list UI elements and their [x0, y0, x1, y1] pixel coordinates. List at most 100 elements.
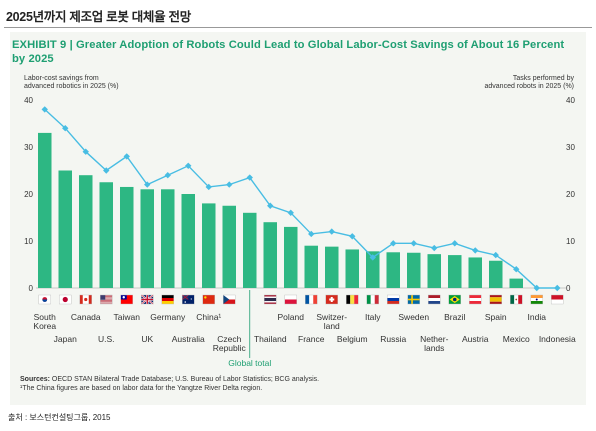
bar	[489, 260, 503, 288]
category-label: Indonesia	[539, 334, 576, 344]
flag-border	[120, 294, 133, 305]
sources-note: Sources: OECD STAN Bilateral Trade Datab…	[20, 375, 580, 393]
category-label: Canada	[71, 312, 101, 322]
right-axis-caption-line: Tasks performed by	[512, 75, 574, 82]
tasks-point	[431, 244, 438, 252]
bar	[386, 252, 400, 288]
flag-part	[100, 296, 113, 297]
au-flag-icon	[182, 294, 195, 305]
flag-part	[489, 295, 502, 298]
right-axis-caption-line: advanced robots in 2025 (%)	[484, 83, 575, 90]
it-flag-icon	[366, 294, 379, 305]
tasks-point	[246, 174, 253, 181]
flag-part	[469, 301, 482, 304]
y-tick-label: 40	[24, 96, 33, 105]
left-axis-caption-line: advanced robotics in 2025 (%)	[24, 83, 119, 90]
flag-part	[350, 295, 355, 304]
flag-part	[42, 299, 48, 302]
flag-part	[100, 297, 113, 299]
category-label: Republic	[213, 343, 247, 353]
flag-part	[100, 295, 106, 300]
tasks-point	[308, 230, 315, 238]
flag-part	[122, 296, 125, 299]
right-axis-caption: Tasks performed by advanced robots in 20…	[485, 75, 575, 91]
flag-border	[38, 294, 51, 305]
bar	[120, 186, 134, 288]
flag-part	[100, 295, 113, 296]
flag-part	[62, 296, 68, 303]
flag-part	[489, 297, 502, 302]
tasks-point	[267, 202, 274, 209]
category-label: China¹	[196, 312, 221, 322]
flag-border	[202, 294, 215, 305]
bar	[38, 132, 52, 288]
left-axis-caption-line: Labor-cost savings from	[24, 75, 99, 82]
category-label: Switzer-	[316, 312, 347, 322]
bar	[468, 257, 482, 288]
bar	[304, 245, 318, 288]
nl-flag-icon	[428, 294, 441, 305]
flag-border	[79, 294, 92, 305]
tasks-point	[82, 148, 89, 155]
tasks-point	[103, 167, 110, 174]
id-flag-icon	[551, 294, 564, 305]
flag-part	[387, 301, 400, 304]
flag-part	[161, 301, 174, 304]
y-tick-label: 0	[29, 284, 34, 293]
y2-tick-label: 0	[566, 284, 571, 293]
source-credit: 출처 : 보스턴컨설팅그룹, 2015	[8, 413, 111, 422]
flag-border	[366, 294, 379, 305]
flag-part	[223, 299, 236, 304]
bar	[58, 170, 72, 288]
tw-flag-icon	[120, 294, 133, 305]
flag-part	[329, 298, 335, 301]
flag-border	[551, 294, 564, 305]
category-label: lands	[424, 343, 444, 353]
flag-part	[374, 295, 379, 304]
category-label: Korea	[33, 321, 56, 331]
flag-border	[161, 294, 174, 305]
flag-part	[182, 294, 189, 300]
flag-part	[469, 298, 482, 301]
flag-border	[141, 294, 154, 305]
flag-part	[305, 295, 310, 304]
category-label: U.S.	[98, 334, 115, 344]
tasks-point	[144, 181, 151, 188]
y2-tick-label: 40	[566, 96, 575, 105]
left-axis-caption: Labor-cost savings from advanced robotic…	[24, 75, 119, 91]
mx-flag-icon	[510, 294, 523, 305]
flag-part	[366, 295, 371, 304]
flag-part	[100, 300, 113, 301]
category-label: Sweden	[398, 312, 429, 322]
flag-part	[407, 298, 420, 301]
flag-part	[370, 295, 375, 304]
tasks-point	[472, 247, 479, 254]
category-label: Brazil	[444, 312, 465, 322]
category-label: Poland	[278, 312, 305, 322]
y2-tick-label: 10	[566, 237, 575, 246]
flag-part	[100, 301, 113, 303]
flag-part	[387, 295, 400, 298]
fr-flag-icon	[305, 294, 318, 305]
flag-border	[264, 294, 277, 305]
tasks-point	[328, 228, 335, 235]
category-label: India	[528, 312, 547, 322]
page-heading: 2025년까지 제조업 로봇 대체율 전망	[6, 10, 191, 24]
bar	[263, 222, 277, 288]
flag-part	[551, 295, 564, 300]
tasks-point	[410, 240, 417, 247]
sources-label: Sources:	[20, 376, 50, 383]
flag-part	[161, 298, 174, 301]
global-total-label: Global total	[228, 358, 271, 368]
y-tick-label: 10	[24, 237, 33, 246]
tasks-point	[451, 240, 458, 247]
bar	[284, 226, 298, 288]
flag-part	[264, 298, 277, 301]
flag-part	[100, 298, 113, 300]
category-label: Australia	[172, 334, 205, 344]
category-label: UK	[141, 334, 153, 344]
ru-flag-icon	[387, 294, 400, 305]
category-label: Mexico	[503, 334, 530, 344]
flag-border	[428, 294, 441, 305]
flag-part	[284, 295, 297, 300]
